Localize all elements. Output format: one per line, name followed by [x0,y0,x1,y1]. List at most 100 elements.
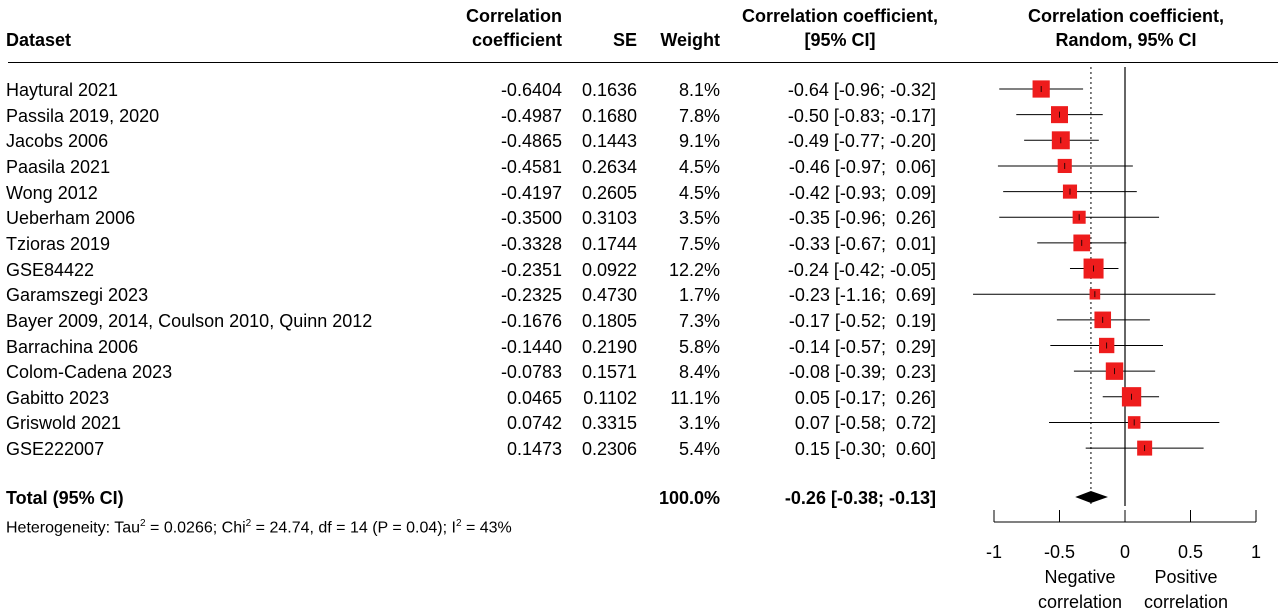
weight-value: 11.1% [670,387,720,408]
x-tick-label: 0.5 [1178,542,1203,562]
dataset-name: Colom-Cadena 2023 [6,362,173,383]
ci-value: -0.42 [-0.93; 0.09] [788,182,936,203]
correlation-value: -0.0783 [500,362,562,383]
se-value: 0.2190 [581,336,637,357]
ci-value: -0.49 [-0.77; -0.20] [787,131,936,152]
se-value: 0.4730 [581,285,637,306]
weight-value: 3.5% [678,208,720,229]
heterogeneity-text: Heterogeneity: Tau2 = 0.0266; Chi2 = 24.… [6,518,512,537]
ci-value: -0.08 [-0.39; 0.23] [788,362,936,383]
ci-value: 0.07 [-0.58; 0.72] [789,413,936,434]
se-value: 0.3103 [581,208,637,229]
weight-value: 7.5% [678,233,720,254]
ci-value: 0.15 [-0.30; 0.60] [789,439,936,460]
se-value: 0.3315 [581,413,637,434]
dataset-name: Paasila 2021 [6,156,111,177]
weight-value: 4.5% [678,156,720,177]
ci-value: -0.64 [-0.96; -0.32] [787,80,936,100]
pooled-diamond [1075,491,1108,503]
correlation-value: -0.4865 [500,131,562,152]
ci-value: -0.35 [-0.96; 0.26] [788,208,936,229]
correlation-value: -0.3328 [500,233,562,254]
axis-positive-line1: Positive [1154,567,1218,587]
header-dataset: Dataset [6,30,72,50]
se-value: 0.2605 [581,182,637,203]
correlation-value: -0.4987 [500,105,562,126]
dataset-name: Gabitto 2023 [6,387,110,408]
ci-value: -0.33 [-0.67; 0.01] [788,233,936,254]
ci-value: -0.24 [-0.42; -0.05] [787,259,936,280]
dataset-name: GSE84422 [6,259,95,280]
weight-value: 7.8% [678,105,720,126]
axis-negative-line2: correlation [1037,592,1123,612]
x-tick-label: -0.5 [1044,542,1075,562]
dataset-name: Jacobs 2006 [6,131,109,152]
ci-value: 0.05 [-0.17; 0.26] [789,387,936,408]
x-tick-label: 1 [1251,542,1261,562]
axis-negative-line1: Negative [1044,567,1116,587]
se-value: 0.1571 [581,362,637,383]
weight-value: 1.7% [678,285,720,306]
weight-value: 12.2% [668,259,720,280]
se-value: 0.2634 [581,156,637,177]
ci-value: -0.46 [-0.97; 0.06] [788,156,936,177]
x-tick-label: -1 [986,542,1002,562]
se-value: 0.1744 [581,233,637,254]
header-plot-line2: Random, 95% CI [1055,30,1197,50]
correlation-value: -0.4197 [500,182,562,203]
correlation-value: -0.2325 [500,285,562,306]
ci-value: -0.14 [-0.57; 0.29] [788,336,936,357]
ci-value: -0.17 [-0.52; 0.19] [788,310,936,331]
header-correlation-line2: coefficient [471,30,562,50]
ci-value: -0.23 [-1.16; 0.69] [788,285,936,306]
total-ci: -0.26 [-0.38; -0.13] [784,488,936,508]
weight-value: 4.5% [678,182,720,203]
total-weight: 100.0% [658,488,720,508]
header-ci-line1: Correlation coefficient, [741,6,939,26]
weight-value: 3.1% [678,413,720,434]
weight-value: 7.3% [678,310,720,331]
dataset-name: Wong 2012 [6,182,98,203]
se-value: 0.1443 [581,131,637,152]
correlation-value: -0.6404 [500,80,562,100]
dataset-name: Barrachina 2006 [6,336,139,357]
se-value: 0.2306 [581,439,637,460]
total-label: Total (95% CI) [6,488,124,508]
dataset-name: Tzioras 2019 [6,233,111,254]
correlation-value: 0.0742 [506,413,562,434]
se-value: 0.1680 [581,105,637,126]
correlation-value: -0.3500 [500,208,562,229]
weight-value: 8.1% [678,80,720,100]
correlation-value: -0.1676 [500,310,562,331]
se-value: 0.1636 [581,80,637,100]
weight-value: 5.4% [678,439,720,460]
ci-value: -0.50 [-0.83; -0.17] [787,105,936,126]
correlation-value: -0.4581 [500,156,562,177]
dataset-name: Passila 2019, 2020 [6,105,160,126]
weight-value: 8.4% [678,362,720,383]
weight-value: 9.1% [678,131,720,152]
dataset-name: Garamszegi 2023 [6,285,149,306]
correlation-value: -0.1440 [500,336,562,357]
header-se: SE [612,30,637,50]
se-value: 0.1805 [581,310,637,331]
correlation-value: 0.1473 [506,439,562,460]
dataset-name: Bayer 2009, 2014, Coulson 2010, Quinn 20… [6,310,373,331]
header-ci-line2: [95% CI] [804,30,876,50]
axis-positive-line2: correlation [1143,592,1229,612]
dataset-name: GSE222007 [6,439,105,460]
header-plot-line1: Correlation coefficient, [1027,6,1225,26]
header-correlation-line1: Correlation [465,6,562,26]
x-tick-label: 0 [1120,542,1130,562]
dataset-name: Griswold 2021 [6,413,122,434]
weight-value: 5.8% [678,336,720,357]
correlation-value: 0.0465 [506,387,562,408]
se-value: 0.1102 [583,387,637,408]
header-weight: Weight [660,30,720,50]
dataset-name: Ueberham 2006 [6,208,136,229]
correlation-value: -0.2351 [500,259,562,280]
header-rule [8,62,1278,63]
se-value: 0.0922 [581,259,637,280]
dataset-name: Haytural 2021 [6,80,119,100]
